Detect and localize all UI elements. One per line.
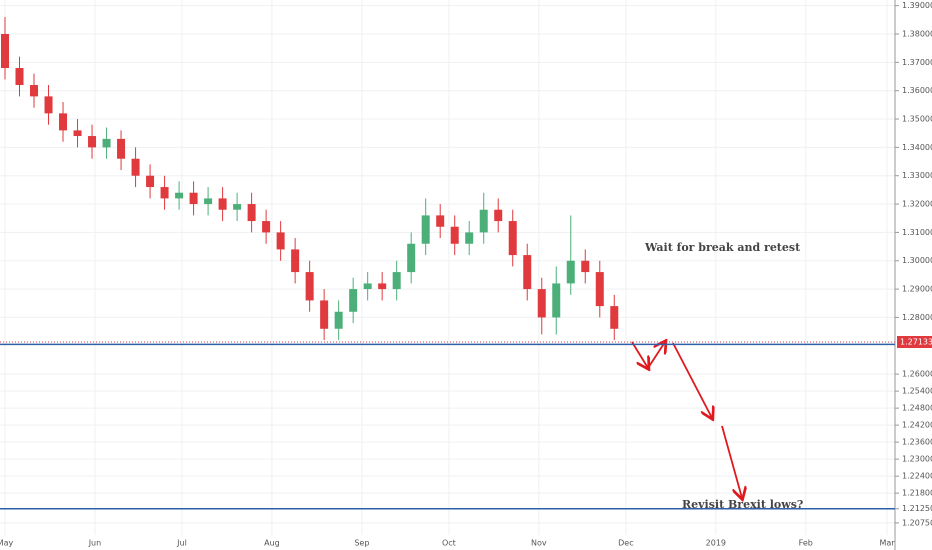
candle-body: [479, 209, 488, 233]
candle-body: [291, 249, 300, 273]
candle-body: [305, 272, 314, 301]
y-tick-label: 1.34000: [902, 143, 932, 152]
arrow: [631, 341, 648, 368]
candle-body: [88, 136, 97, 148]
candle-body: [436, 215, 445, 227]
candle-body: [320, 300, 329, 329]
candle-body: [44, 96, 53, 114]
y-tick-label: 1.24800: [902, 404, 932, 413]
y-tick-label: 1.33000: [902, 171, 932, 180]
candle-body: [73, 130, 82, 137]
annotation: Wait for break and retest: [644, 241, 801, 254]
candle-body: [465, 232, 474, 244]
candle-body: [15, 68, 24, 86]
candle-body: [1, 34, 9, 69]
candle-body: [523, 255, 532, 290]
y-tick-label: 1.24200: [902, 421, 932, 430]
arrow: [647, 342, 665, 369]
y-tick-label: 1.31000: [902, 228, 932, 237]
x-tick-label: Aug: [264, 539, 280, 548]
candle-body: [392, 272, 401, 290]
y-tick-label: 1.21250: [902, 504, 932, 513]
x-tick-label: Feb: [799, 539, 813, 548]
candle-body: [247, 204, 256, 222]
x-tick-label: Nov: [531, 539, 547, 548]
y-tick-label: 1.32000: [902, 200, 932, 209]
candle-body: [30, 85, 39, 97]
x-tick-label: 2019: [706, 539, 726, 548]
x-tick-label: May: [0, 539, 14, 548]
y-tick-label: 1.25400: [902, 387, 932, 396]
candle-body: [146, 175, 155, 188]
x-tick-label: Oct: [442, 539, 456, 548]
y-tick-label: 1.35000: [902, 115, 932, 124]
y-tick-label: 1.30000: [902, 256, 932, 265]
candle-body: [262, 221, 271, 233]
arrow: [672, 342, 712, 418]
y-tick-label: 1.36000: [902, 86, 932, 95]
y-tick-label: 1.39000: [902, 1, 932, 10]
candle-body: [334, 311, 343, 329]
candle-body: [378, 283, 387, 290]
candle-body: [102, 138, 111, 148]
y-tick-label: 1.28000: [902, 313, 932, 322]
y-tick-label: 1.29000: [902, 285, 932, 294]
candle-body: [610, 306, 619, 329]
arrow: [721, 425, 742, 498]
projection-arrows: [631, 341, 742, 498]
candle-body: [117, 138, 126, 159]
annotation: Revisit Brexit lows?: [682, 498, 803, 511]
candle-body: [595, 272, 604, 307]
candle-body: [218, 198, 227, 210]
y-tick-label: 1.23600: [902, 438, 932, 447]
x-tick-label: Mar: [879, 539, 895, 548]
candle-body: [537, 289, 546, 318]
candle-body: [204, 198, 213, 205]
x-tick-label: Sep: [354, 539, 369, 548]
candle-body: [581, 260, 590, 273]
last-price-label: 1.27133: [900, 338, 932, 347]
y-tick-label: 1.22400: [902, 472, 932, 481]
y-tick-label: 1.21800: [902, 489, 932, 498]
candle-body: [160, 187, 169, 199]
candle-body: [189, 192, 198, 205]
x-tick-label: Jul: [176, 539, 187, 548]
candle-body: [349, 289, 358, 312]
x-tick-label: Dec: [618, 539, 633, 548]
candle-body: [233, 204, 242, 210]
y-tick-label: 1.26000: [902, 370, 932, 379]
candle-body: [131, 158, 140, 176]
y-tick-label: 1.37000: [902, 58, 932, 67]
candle-body: [566, 260, 575, 284]
candle-body: [59, 113, 68, 131]
candle-body: [276, 232, 285, 250]
candle-body: [552, 283, 561, 318]
candle-body: [363, 283, 372, 290]
y-tick-label: 1.38000: [902, 30, 932, 39]
x-tick-label: Jun: [88, 539, 102, 548]
y-tick-label: 1.20750: [902, 518, 932, 527]
last-price-box: [897, 336, 932, 349]
candle-body: [450, 226, 459, 244]
candle-body: [421, 215, 430, 244]
candle-body: [494, 209, 503, 222]
candle-body: [407, 243, 416, 273]
y-tick-label: 1.23000: [902, 455, 932, 464]
candle-body: [175, 192, 184, 199]
candle-body: [508, 221, 517, 256]
